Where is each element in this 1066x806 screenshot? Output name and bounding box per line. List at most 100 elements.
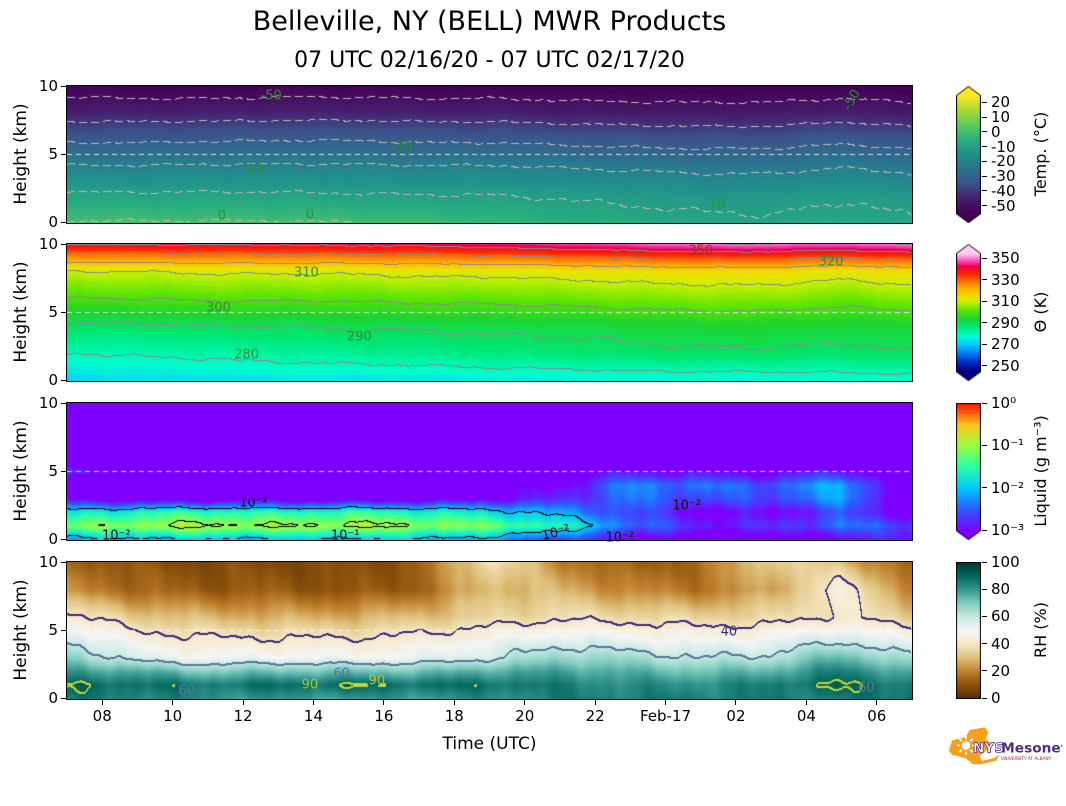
x-tick-mark [383, 700, 385, 705]
colorbar-tick-mark [982, 279, 987, 281]
x-tick-label: 22 [585, 707, 605, 725]
x-tick-mark [453, 700, 455, 705]
colorbar-tick-label: -40 [991, 181, 1016, 200]
x-axis-label: Time (UTC) [442, 734, 537, 754]
colorbar-tick-label: 20 [991, 661, 1011, 680]
x-tick-label: 14 [303, 707, 323, 725]
y-tick-mark [61, 221, 66, 223]
colorbar-tick-mark [982, 670, 987, 672]
contour-label: 320 [818, 254, 844, 270]
x-tick-label: 04 [796, 707, 816, 725]
y-tick-mark [61, 243, 66, 245]
figure-subtitle: 07 UTC 02/16/20 - 07 UTC 02/17/20 [294, 48, 685, 73]
contour-label: 350 [688, 243, 714, 259]
nys-mesonet-logo: NYS Mesonet UNIVERSITY AT ALBANY [948, 727, 1062, 765]
colorbar-tick-label: -50 [991, 196, 1016, 215]
contour-label: -30 [390, 140, 413, 156]
colorbar-tick-label: 10⁻³ [991, 521, 1025, 539]
colorbar-tick-mark [982, 300, 987, 302]
x-tick-label: 10 [163, 707, 183, 725]
contour-label: 0 [217, 208, 227, 224]
x-tick-mark [594, 700, 596, 705]
colorbar-tick-label: 60 [991, 607, 1011, 626]
y-tick-mark [61, 538, 66, 540]
panel-liquid [66, 402, 913, 541]
colorbar-tick-label: 310 [991, 292, 1020, 311]
colorbar-rh-canvas [956, 562, 981, 699]
colorbar-tick-label: 80 [991, 580, 1011, 599]
contour-label: 90 [301, 677, 319, 693]
panel-rh [66, 561, 913, 700]
y-tick-mark [61, 629, 66, 631]
contour-label: 280 [234, 347, 259, 363]
theta-heatmap [67, 244, 912, 381]
colorbar-tick-mark [982, 322, 987, 324]
colorbar-tick-mark [982, 101, 987, 103]
colorbar-tick-label: 290 [991, 313, 1020, 332]
panel-theta [66, 243, 913, 382]
colorbar-theta [956, 244, 981, 385]
y-tick-mark [61, 470, 66, 472]
contour-label: 10⁻² [605, 530, 635, 546]
colorbar-tick-mark [982, 487, 987, 489]
colorbar-liquid [956, 403, 981, 544]
colorbar-tick-mark [982, 444, 987, 446]
y-tick-label: 10 [38, 235, 58, 253]
y-tick-mark [61, 85, 66, 87]
y-tick-label: 10 [38, 394, 58, 412]
panel-temperature [66, 85, 913, 224]
contour-label: -50 [260, 88, 282, 104]
x-tick-mark [242, 700, 244, 705]
colorbar-label-rh: RH (%) [1031, 602, 1050, 658]
contour-label: 40 [720, 624, 738, 640]
colorbar-tick-label: 10⁻¹ [991, 436, 1025, 455]
y-tick-mark [61, 561, 66, 563]
colorbar-tick-label: 40 [991, 634, 1011, 653]
contour-label: 10⁻² [672, 498, 701, 514]
y-tick-label: 5 [48, 621, 58, 639]
x-tick-label: 16 [374, 707, 394, 725]
colorbar-tick-mark [982, 190, 987, 192]
colorbar-tick-mark [982, 588, 987, 590]
y-tick-label: 5 [48, 145, 58, 163]
y-tick-mark [61, 311, 66, 313]
colorbar-tick-label: 0 [991, 689, 1001, 707]
colorbar-tick-mark [982, 402, 987, 404]
x-tick-label: 18 [444, 707, 464, 725]
contour-label: 90 [368, 673, 386, 689]
liquid-heatmap [67, 403, 912, 540]
x-tick-mark [876, 700, 878, 705]
colorbar-tick-mark [982, 643, 987, 645]
colorbar-tick-label: -20 [991, 152, 1016, 171]
colorbar-tick-mark [982, 146, 987, 148]
colorbar-tick-mark [982, 205, 987, 207]
y-tick-label: 10 [38, 553, 58, 571]
colorbar-theta-canvas [956, 244, 981, 381]
contour-label: 10⁻² [101, 528, 131, 544]
colorbar-rh [956, 562, 981, 703]
contour-label: 290 [346, 329, 372, 345]
temperature-heatmap [67, 86, 912, 223]
x-tick-label: 20 [515, 707, 535, 725]
y-tick-mark [61, 153, 66, 155]
contour-label: 0 [305, 207, 315, 223]
colorbar-tick-mark [982, 175, 987, 177]
y-tick-label: 0 [48, 689, 58, 707]
contour-label: -10 [704, 197, 726, 213]
y-tick-label: 0 [48, 530, 58, 548]
colorbar-tick-mark [982, 529, 987, 531]
x-tick-mark [312, 700, 314, 705]
colorbar-liquid-canvas [956, 403, 981, 540]
contour-label: 310 [293, 265, 319, 281]
colorbar-temperature-canvas [956, 86, 981, 223]
contour-label: 60 [857, 680, 875, 696]
colorbar-tick-mark [982, 343, 987, 345]
x-tick-mark [172, 700, 174, 705]
y-tick-mark [61, 697, 66, 699]
colorbar-tick-mark [982, 561, 987, 563]
contour-label: 10⁻² [239, 495, 268, 511]
logo-text-mesonet: Mesonet [1001, 740, 1062, 756]
y-axis-label-rh: Height (km) [11, 579, 31, 681]
colorbar-tick-mark [982, 365, 987, 367]
